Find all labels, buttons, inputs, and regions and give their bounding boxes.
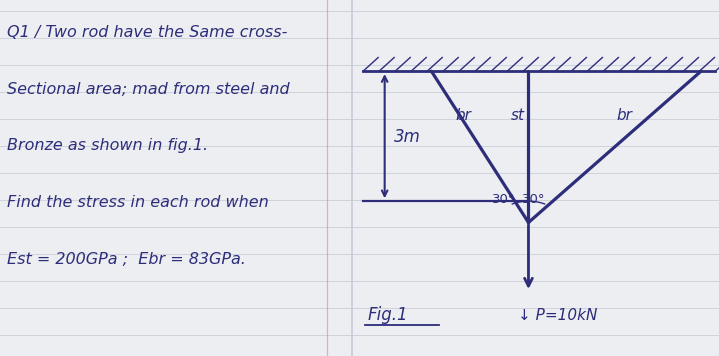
Text: ↓ P=10kN: ↓ P=10kN	[518, 308, 597, 323]
Text: br: br	[455, 108, 471, 123]
Text: Q1 / Two rod have the Same cross-: Q1 / Two rod have the Same cross-	[7, 25, 288, 40]
Text: Sectional area; mad from steel and: Sectional area; mad from steel and	[7, 82, 290, 96]
Text: Bronze as shown in fig.1.: Bronze as shown in fig.1.	[7, 138, 209, 153]
Text: st: st	[510, 108, 525, 123]
Text: 30°: 30°	[492, 193, 515, 206]
Text: Est = 200GPa ;  Ebr = 83GPa.: Est = 200GPa ; Ebr = 83GPa.	[7, 252, 246, 267]
Text: 30°: 30°	[522, 193, 545, 206]
Text: Find the stress in each rod when: Find the stress in each rod when	[7, 195, 269, 210]
Text: br: br	[616, 108, 632, 123]
Text: 3m: 3m	[394, 128, 421, 146]
Text: Fig.1: Fig.1	[368, 306, 408, 324]
